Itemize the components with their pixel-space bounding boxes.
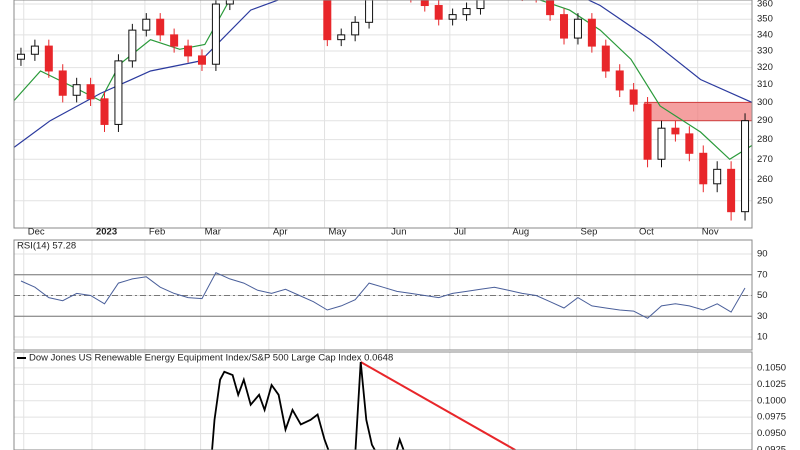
candle-body bbox=[351, 21, 360, 36]
y-tick-label: 0.0925 bbox=[757, 445, 786, 450]
x-tick-label: May bbox=[329, 227, 347, 238]
candle-body bbox=[184, 45, 193, 57]
y-tick-label: 280 bbox=[757, 134, 773, 145]
candle-body bbox=[86, 84, 95, 100]
candle-body bbox=[72, 84, 81, 96]
candle-body bbox=[643, 103, 652, 160]
candle-body bbox=[30, 45, 39, 55]
candle-body bbox=[587, 18, 596, 47]
candle-body bbox=[476, 0, 485, 10]
candle-body bbox=[16, 53, 25, 60]
x-tick-label: Feb bbox=[149, 227, 165, 238]
y-tick-label: 290 bbox=[757, 115, 773, 126]
candle-body bbox=[156, 18, 165, 36]
y-tick-label: 310 bbox=[757, 79, 773, 90]
candle-body bbox=[448, 14, 457, 20]
candle-body bbox=[58, 70, 67, 96]
resistance-zone bbox=[644, 101, 752, 122]
y-tick-label: 90 bbox=[757, 249, 768, 260]
candle-body bbox=[629, 89, 638, 105]
x-tick-label: Mar bbox=[205, 227, 221, 238]
x-tick-label: Oct bbox=[639, 227, 654, 238]
x-tick-label: Jun bbox=[391, 227, 406, 238]
y-tick-label: 270 bbox=[757, 154, 773, 165]
x-tick-label: Jul bbox=[454, 227, 466, 238]
panel-frame bbox=[13, 351, 753, 450]
candle-body bbox=[741, 120, 750, 213]
panel-title: Dow Jones US Renewable Energy Equipment … bbox=[29, 353, 393, 364]
moving-average bbox=[14, 0, 752, 161]
trendline bbox=[360, 361, 516, 450]
candle-body bbox=[44, 45, 53, 72]
candle-body bbox=[615, 70, 624, 91]
candle-body bbox=[573, 18, 582, 39]
candle-body bbox=[434, 5, 443, 20]
y-tick-label: 340 bbox=[757, 29, 773, 40]
candle-body bbox=[142, 18, 151, 31]
y-tick-label: 0.0950 bbox=[757, 428, 786, 439]
candle-body bbox=[323, 0, 332, 41]
x-tick-label: Dec bbox=[28, 227, 45, 238]
panel-frame bbox=[13, 0, 753, 229]
candle-body bbox=[657, 127, 666, 160]
candle-body bbox=[671, 127, 680, 135]
y-tick-label: 350 bbox=[757, 14, 773, 25]
candle-body bbox=[546, 0, 555, 16]
candle-body bbox=[211, 3, 220, 65]
candle-body bbox=[699, 152, 708, 185]
candle-body bbox=[365, 0, 374, 23]
y-tick-label: 320 bbox=[757, 62, 773, 73]
candle-body bbox=[114, 60, 123, 125]
moving-average bbox=[14, 0, 752, 148]
candle-body bbox=[337, 34, 346, 41]
panel bbox=[14, 240, 752, 350]
y-tick-label: 30 bbox=[757, 311, 768, 322]
y-tick-label: 70 bbox=[757, 269, 768, 280]
panel-frame bbox=[13, 239, 753, 351]
candle-body bbox=[100, 98, 109, 125]
candle-body bbox=[462, 8, 471, 16]
panel bbox=[14, 0, 752, 228]
y-tick-label: 250 bbox=[757, 195, 773, 206]
candle-body bbox=[197, 55, 206, 65]
candle-body bbox=[713, 168, 722, 185]
candle-body bbox=[727, 168, 736, 213]
candle-body bbox=[601, 45, 610, 72]
y-tick-label: 0.1000 bbox=[757, 395, 786, 406]
y-tick-label: 10 bbox=[757, 332, 768, 343]
candle-body bbox=[420, 0, 429, 7]
panel bbox=[14, 352, 752, 450]
y-tick-label: 50 bbox=[757, 290, 768, 301]
y-tick-label: 0.0975 bbox=[757, 412, 786, 423]
x-tick-label: Sep bbox=[581, 227, 598, 238]
y-tick-label: 0.1025 bbox=[757, 379, 786, 390]
y-tick-label: 0.1050 bbox=[757, 362, 786, 373]
x-tick-label: Aug bbox=[512, 227, 529, 238]
candle-body bbox=[560, 14, 569, 39]
panel-title: RSI(14) 57.28 bbox=[17, 241, 76, 252]
x-tick-label: 2023 bbox=[96, 227, 117, 238]
y-tick-label: 330 bbox=[757, 45, 773, 56]
x-tick-label: Nov bbox=[702, 227, 719, 238]
x-tick-label: Apr bbox=[273, 227, 288, 238]
y-tick-label: 360 bbox=[757, 0, 773, 10]
candle-body bbox=[225, 0, 234, 5]
candle-body bbox=[170, 34, 179, 47]
y-tick-label: 260 bbox=[757, 174, 773, 185]
candle-body bbox=[128, 29, 137, 62]
candle-body bbox=[685, 133, 694, 154]
y-tick-label: 300 bbox=[757, 97, 773, 108]
data-line bbox=[20, 272, 746, 319]
